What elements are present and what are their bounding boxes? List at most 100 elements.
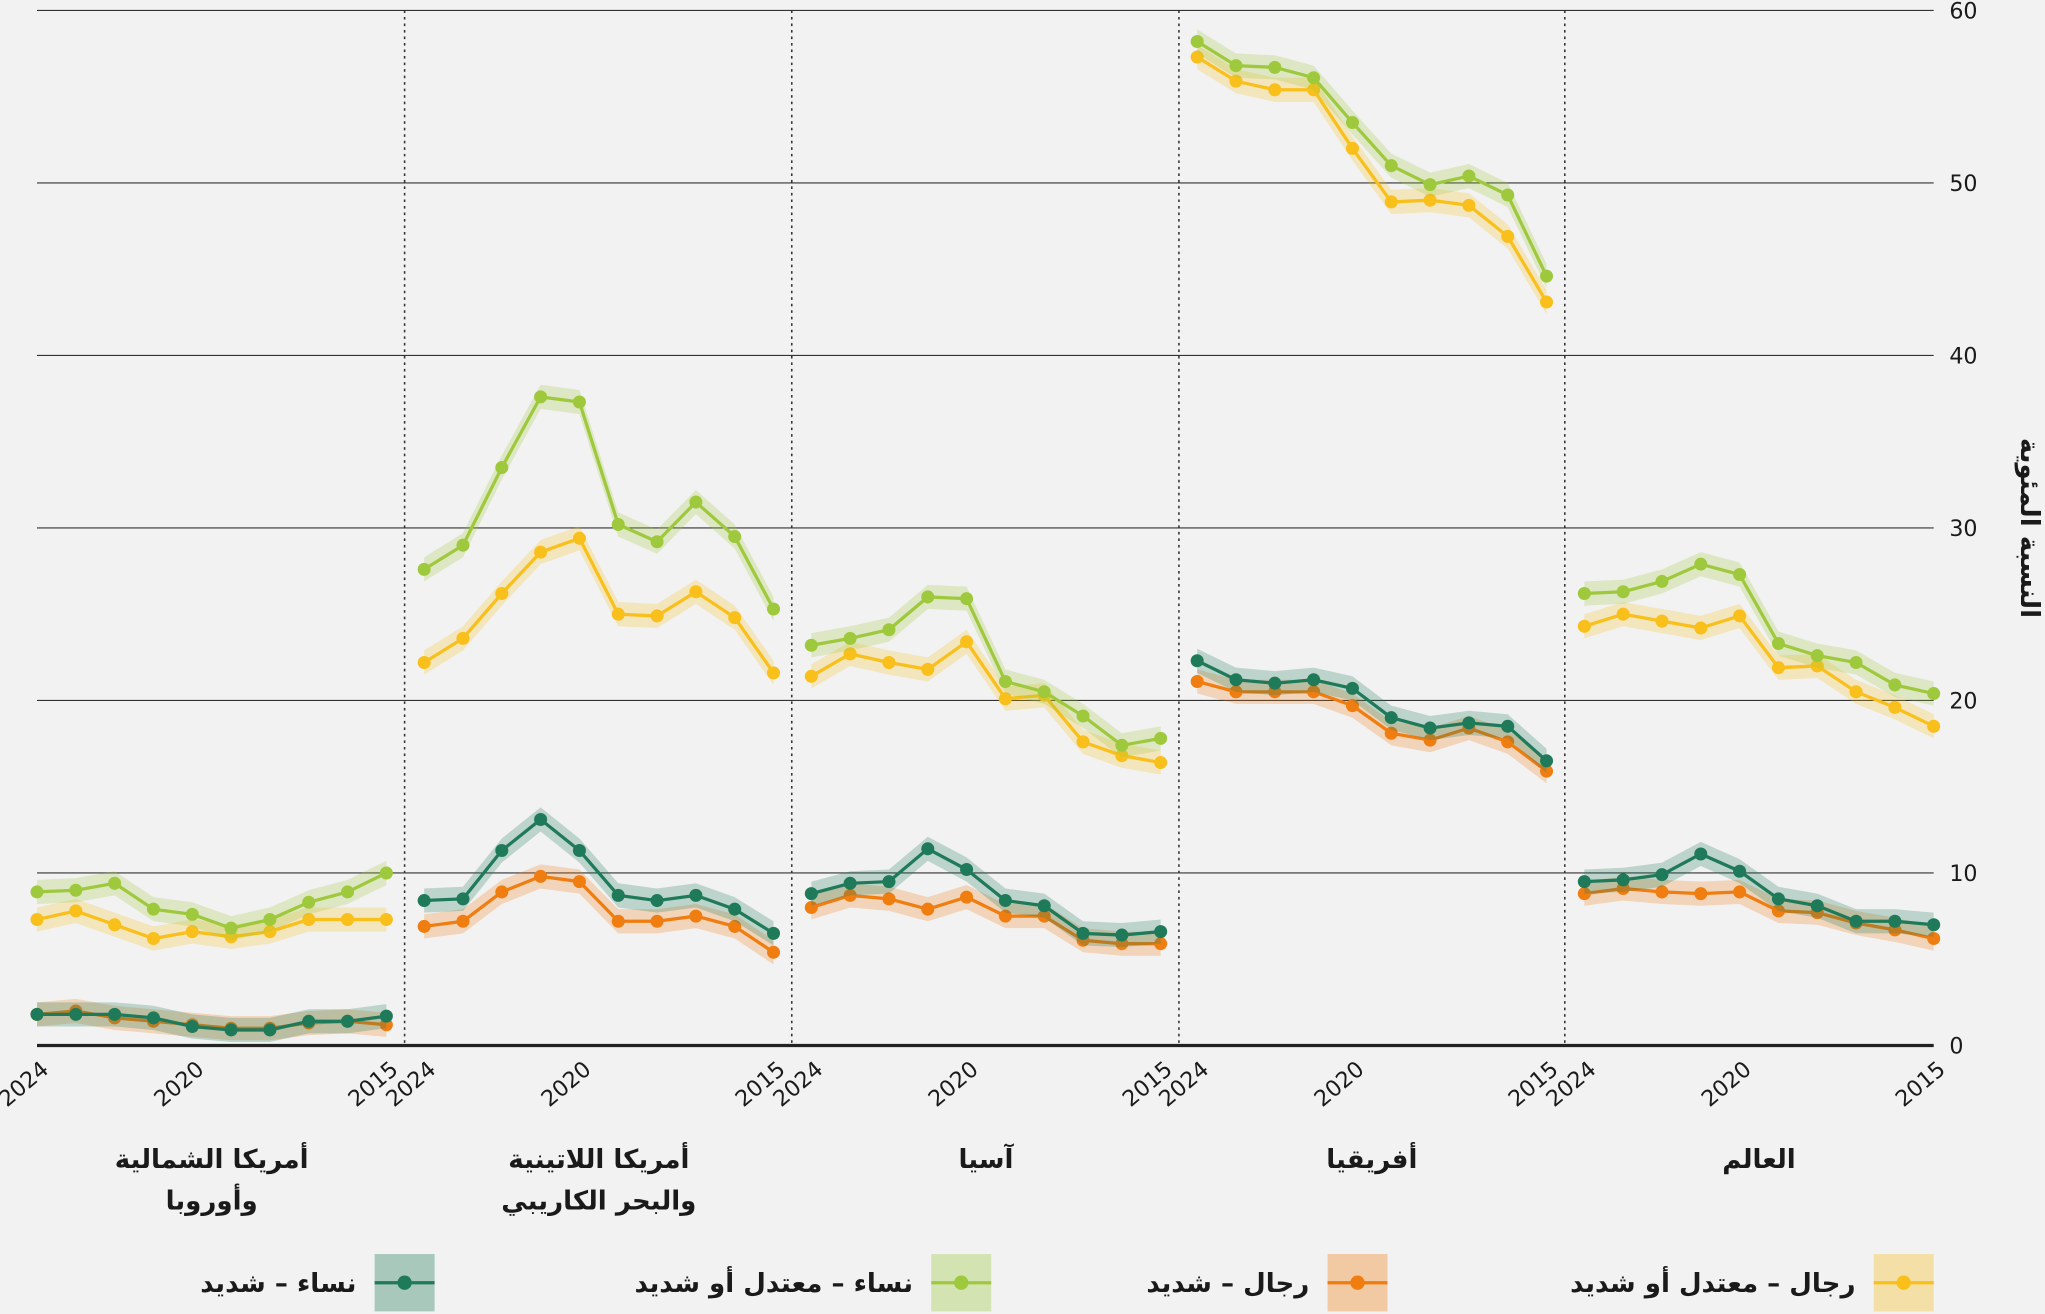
data-point-ms xyxy=(1190,674,1204,688)
data-point-mm xyxy=(341,913,355,927)
data-point-ms xyxy=(611,914,625,928)
series-line-ms xyxy=(423,874,775,954)
confidence-band-mm xyxy=(1197,44,1547,315)
x-tick-label: 2015 xyxy=(1891,1056,1951,1112)
data-point-mm xyxy=(843,647,857,661)
legend-item-mm: رجال – معتدل أو شديد xyxy=(1570,1254,1934,1312)
data-point-ws xyxy=(379,1009,393,1023)
data-point-mm xyxy=(1771,661,1785,675)
data-point-mm xyxy=(1154,756,1168,770)
data-point-mm xyxy=(767,666,781,680)
data-point-ws xyxy=(1888,914,1902,928)
data-point-ms xyxy=(1927,931,1941,946)
series-line-mm xyxy=(1196,55,1548,303)
data-point-mm xyxy=(1501,229,1515,243)
data-point-ws xyxy=(1733,864,1747,878)
data-point-mm xyxy=(728,611,742,625)
confidence-band-ws xyxy=(811,836,1161,948)
series-line-ms xyxy=(1584,886,1935,941)
data-point-wm xyxy=(1345,116,1359,130)
data-point-ms xyxy=(650,914,664,928)
data-point-mm xyxy=(146,931,160,946)
data-point-ms xyxy=(1384,726,1398,740)
data-point-wm xyxy=(263,913,277,927)
data-point-wm xyxy=(998,674,1012,688)
legend-marker xyxy=(397,1275,412,1290)
data-point-mm xyxy=(1733,609,1747,623)
data-point-mm xyxy=(1849,685,1863,699)
data-point-ws xyxy=(1501,719,1515,733)
data-point-ms xyxy=(1229,685,1243,699)
data-point-ws xyxy=(1462,716,1476,730)
data-point-wm xyxy=(1849,655,1863,670)
data-point-ws xyxy=(1423,721,1437,735)
data-point-wm xyxy=(495,461,509,475)
legend-marker xyxy=(954,1275,969,1290)
data-point-mm xyxy=(108,918,122,932)
data-point-wm xyxy=(1154,731,1168,745)
data-point-ws xyxy=(1190,654,1204,668)
data-point-mm xyxy=(921,662,935,676)
confidence-band-wm xyxy=(1197,29,1547,289)
data-point-wm xyxy=(1076,709,1090,723)
data-point-wm xyxy=(456,538,470,552)
data-point-ws xyxy=(960,862,974,877)
data-point-ws xyxy=(572,844,586,858)
data-point-ws xyxy=(1154,925,1168,939)
data-point-wm xyxy=(1888,678,1902,692)
legend-label: رجال – شديد xyxy=(1146,1269,1309,1299)
data-point-wm xyxy=(728,530,742,544)
confidence-band-wm xyxy=(424,384,774,622)
confidence-band-wm xyxy=(37,860,387,941)
x-tick-label: 2020 xyxy=(149,1056,209,1112)
panel-2 xyxy=(804,584,1168,956)
data-point-wm xyxy=(960,592,974,606)
data-point-ws xyxy=(1616,873,1630,887)
data-point-mm xyxy=(1229,74,1243,88)
data-point-wm xyxy=(185,907,199,921)
data-point-ws xyxy=(611,888,625,902)
data-point-wm xyxy=(341,885,355,899)
confidence-band-mm xyxy=(37,898,387,951)
data-point-mm xyxy=(69,904,83,918)
series-line-wm xyxy=(36,871,388,930)
legend-label: نساء – معتدل أو شديد xyxy=(634,1266,913,1299)
data-point-ws xyxy=(69,1007,83,1021)
data-point-mm xyxy=(417,655,431,670)
y-tick-label: 10 xyxy=(1949,861,1977,887)
y-tick-label: 40 xyxy=(1949,343,1977,369)
data-point-ms xyxy=(998,909,1012,923)
panel-3 xyxy=(417,384,781,965)
data-point-wm xyxy=(1927,687,1941,701)
data-point-ws xyxy=(1771,892,1785,906)
data-point-ws xyxy=(30,1007,44,1021)
gridlines xyxy=(36,9,1934,1048)
panel-title: وأوروبا xyxy=(166,1184,258,1217)
legend-item-ws: نساء – شديد xyxy=(200,1254,435,1312)
data-point-ws xyxy=(417,894,431,908)
confidence-band-wm xyxy=(1584,552,1934,706)
data-point-wm xyxy=(1771,637,1785,651)
data-point-wm xyxy=(1733,568,1747,582)
data-point-ms xyxy=(843,888,857,902)
data-point-wm xyxy=(1810,649,1824,663)
data-point-mm xyxy=(302,913,316,927)
data-point-wm xyxy=(1115,738,1129,752)
confidence-band-ms xyxy=(37,998,387,1041)
series-line-mm xyxy=(1583,612,1935,728)
x-tick-label: 2024 xyxy=(0,1056,54,1112)
data-point-ms xyxy=(417,919,431,933)
data-point-wm xyxy=(69,883,83,897)
panel-title: العالم xyxy=(1722,1145,1795,1175)
data-point-ws xyxy=(302,1014,316,1028)
data-point-ws xyxy=(1037,899,1051,913)
data-point-wm xyxy=(1307,71,1321,85)
series-line-ms xyxy=(810,893,1161,946)
series-line-ws xyxy=(424,817,775,935)
data-point-ms xyxy=(1501,735,1515,749)
data-point-ms xyxy=(1694,887,1708,901)
data-point-mm xyxy=(650,609,664,623)
data-point-wm xyxy=(224,921,238,935)
data-point-wm xyxy=(1655,574,1669,588)
legend: رجال – معتدل أو شديد رجال – شديد نساء – مع… xyxy=(200,1254,1934,1312)
